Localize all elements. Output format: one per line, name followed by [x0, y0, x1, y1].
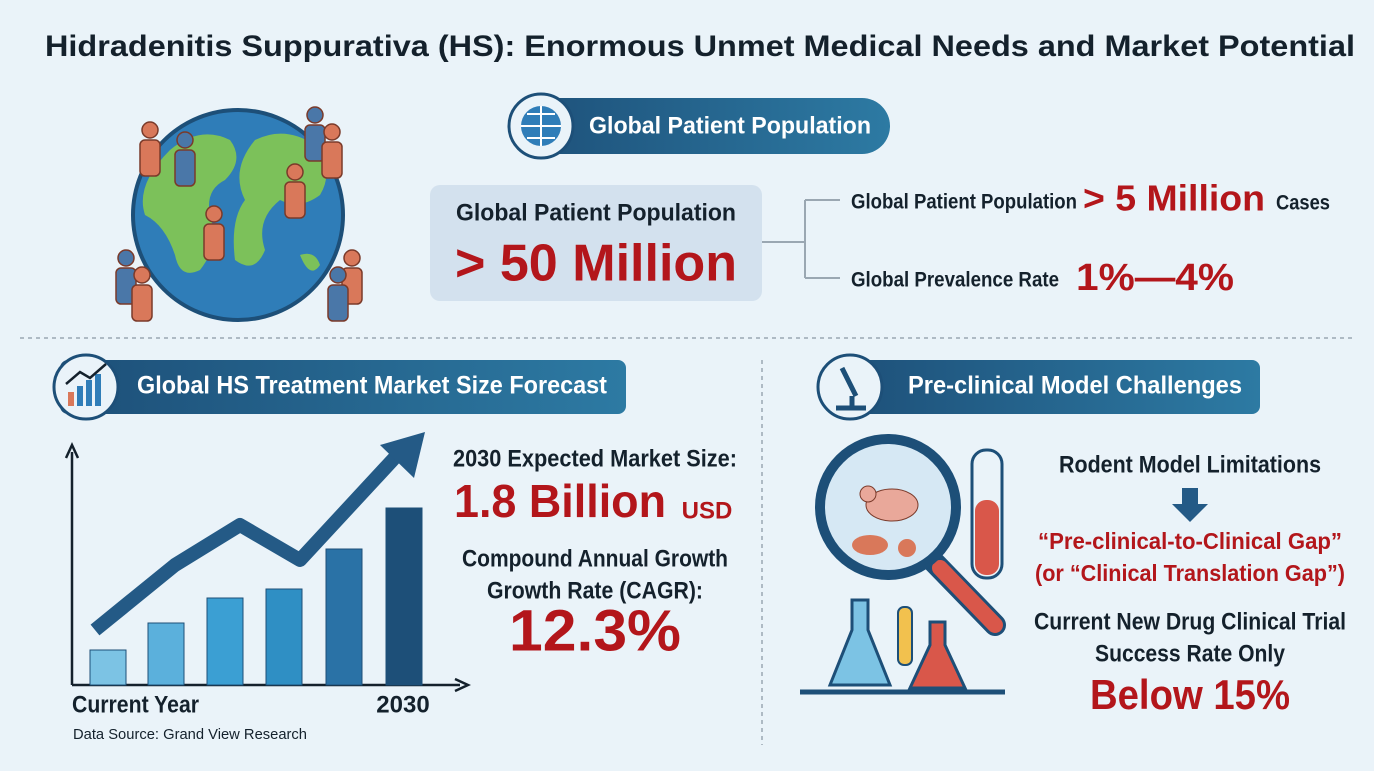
- growth-illustration-part: [147, 622, 185, 686]
- stat-unit: Cases: [1276, 192, 1330, 215]
- people-icons-part: [323, 123, 341, 141]
- section-heading-text: Pre-clinical Model Challenges: [908, 372, 1242, 400]
- people-icons-part: [321, 141, 343, 179]
- people-icons-part: [174, 149, 196, 187]
- section-heading-text: Global HS Treatment Market Size Forecast: [137, 372, 608, 400]
- growth-illustration-part: [64, 442, 80, 685]
- people-icons-part: [284, 181, 306, 219]
- growth-illustration: [64, 432, 471, 693]
- section-heading-part: [77, 386, 83, 406]
- growth-illustration-part: [265, 588, 303, 686]
- people-icons-part: [133, 266, 151, 284]
- stat-label: Current New Drug Clinical Trial: [1034, 608, 1346, 635]
- stat-label: Global Prevalence Rate: [851, 269, 1059, 292]
- highlight-box: [430, 185, 762, 301]
- lab-illustration-part: [859, 485, 877, 503]
- axis-label: 2030: [376, 691, 429, 718]
- growth-illustration-part: [90, 447, 406, 636]
- people-icons-part: [343, 249, 361, 267]
- lab-illustration-part: [932, 560, 1003, 633]
- section-heading-part: [521, 106, 561, 146]
- growth-illustration-part: [380, 432, 425, 478]
- people-icons-part: [329, 266, 347, 284]
- people-icons-part: [131, 284, 153, 322]
- gap-text: (or “Clinical Translation Gap”): [1035, 560, 1345, 586]
- section-heading: [507, 92, 890, 160]
- stat-value: 1%—4%: [1076, 257, 1234, 299]
- title: Hidradenitis Suppurativa (HS): Enormous …: [45, 30, 1355, 63]
- people-icons-part: [141, 121, 159, 139]
- box-label: Global Patient Population: [456, 199, 736, 226]
- stat-value: Below 15%: [1090, 671, 1290, 718]
- people-icons-part: [139, 139, 161, 177]
- growth-illustration-part: [206, 597, 244, 686]
- section-heading: [52, 353, 626, 421]
- people-icons-part: [203, 223, 225, 261]
- growth-illustration-part: [385, 507, 423, 686]
- stat-value: > 5 Million: [1083, 178, 1265, 219]
- stat-label: 2030 Expected Market Size:: [453, 445, 737, 472]
- growth-illustration-part: [325, 548, 363, 686]
- lab-illustration-part: [852, 535, 888, 555]
- section-heading-part: [95, 374, 101, 406]
- people-icons-part: [176, 131, 194, 149]
- people-icons-part: [286, 163, 304, 181]
- lab-illustration-part: [975, 500, 999, 575]
- people-icons-part: [117, 249, 135, 267]
- connector: [762, 199, 840, 279]
- lab-illustration-part: [897, 606, 913, 666]
- section-heading-part: [86, 380, 92, 406]
- globe-illustration-part: [233, 133, 327, 266]
- lab-illustration-part: [898, 539, 916, 557]
- lab-illustration-part: [827, 598, 893, 687]
- section-heading-part: [60, 360, 626, 414]
- section-heading-part: [830, 360, 1260, 414]
- stat-label: Growth Rate (CAGR):: [487, 577, 703, 604]
- people-icons-part: [306, 106, 324, 124]
- globe-illustration-part: [300, 253, 320, 271]
- section-heading-part: [836, 366, 866, 411]
- stat-value: 12.3%: [509, 598, 681, 663]
- stat-label: Success Rate Only: [1095, 640, 1286, 667]
- section-heading: [816, 353, 1260, 421]
- stat-label: Rodent Model Limitations: [1059, 451, 1321, 478]
- down-arrow: [1172, 488, 1208, 522]
- stat-label: Compound Annual Growth: [462, 545, 728, 572]
- gap-text: “Pre-clinical-to-Clinical Gap”: [1038, 528, 1342, 554]
- lab-illustration: [800, 434, 1006, 695]
- section-heading-part: [68, 392, 74, 406]
- section-heading-text: Global Patient Population: [589, 112, 871, 139]
- people-icons: [115, 106, 363, 322]
- lab-illustration-part: [865, 488, 919, 522]
- people-icons-part: [205, 205, 223, 223]
- section-heading-part: [65, 363, 107, 385]
- stat-value: 1.8 Billion: [454, 475, 666, 527]
- lab-illustration-part: [907, 620, 968, 690]
- axis-label: Current Year: [72, 691, 199, 718]
- stat-label: Global Patient Population: [851, 191, 1077, 214]
- growth-illustration-part: [89, 649, 127, 686]
- people-icons-part: [327, 284, 349, 322]
- stat-unit: USD: [682, 497, 733, 524]
- section-heading-part: [510, 98, 890, 154]
- source: Data Source: Grand View Research: [73, 726, 307, 743]
- box-value: > 50 Million: [455, 235, 737, 293]
